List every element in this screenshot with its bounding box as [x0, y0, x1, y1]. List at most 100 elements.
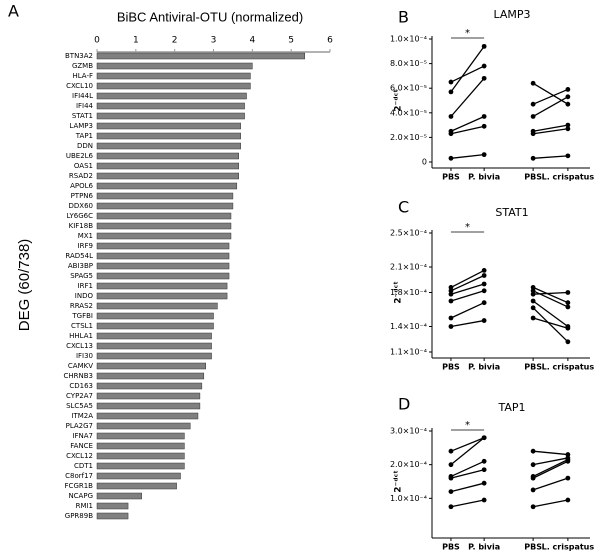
pair-line: [533, 155, 568, 159]
point: [481, 467, 487, 473]
point: [448, 285, 454, 290]
x-tick-label: 4: [249, 36, 255, 46]
bar: [96, 332, 212, 340]
x-tick-label: PBS: [524, 173, 542, 182]
category-label: KIF18B: [69, 222, 94, 230]
category-label: CD163: [69, 382, 93, 390]
pair-line: [532, 459, 569, 478]
pair-line: [450, 283, 485, 295]
category-label: CHRNB3: [63, 372, 93, 380]
y-tick-label: 2.1×10⁻⁴: [390, 263, 427, 272]
bar: [96, 382, 203, 390]
point: [530, 288, 536, 294]
point: [481, 152, 487, 158]
point: [481, 318, 487, 323]
x-tick-label: 2: [172, 36, 178, 46]
pair-line: [532, 96, 569, 118]
point: [530, 504, 536, 510]
point: [481, 458, 487, 464]
bar: [96, 112, 245, 120]
point: [530, 285, 536, 290]
bar: [96, 222, 232, 230]
category-label: INDO: [75, 292, 94, 300]
bar: [96, 392, 201, 400]
pair-line: [450, 77, 485, 117]
bar: [96, 152, 239, 160]
point: [530, 291, 536, 297]
point: [481, 123, 487, 129]
point: [530, 80, 536, 86]
point: [565, 475, 571, 481]
pair-line: [450, 269, 485, 288]
point: [448, 89, 454, 95]
point: [530, 114, 536, 119]
category-label: GZMB: [72, 62, 93, 70]
point: [448, 128, 454, 134]
category-label: TGFBI: [71, 312, 93, 320]
category-label: HLA-F: [72, 72, 93, 80]
pair-line: [532, 317, 569, 329]
bar: [96, 202, 234, 210]
point: [530, 474, 536, 479]
point: [565, 339, 571, 345]
x-tick-label: P. bivia: [468, 543, 500, 552]
category-label: CTSL1: [71, 322, 93, 330]
point: [481, 268, 487, 273]
bar: [96, 402, 201, 410]
point: [565, 497, 571, 503]
point: [565, 290, 571, 295]
point: [530, 487, 536, 493]
pair-line: [532, 88, 569, 105]
chart-title: TAP1: [497, 401, 525, 414]
category-label: RMI1: [76, 502, 93, 510]
pair-line: [533, 450, 568, 456]
chart-title: STAT1: [495, 206, 528, 219]
point: [565, 153, 571, 159]
x-tick-label: P. bivia: [468, 363, 500, 372]
y-tick-label: 2.5×10⁻⁴: [390, 229, 427, 238]
category-label: RSAD2: [69, 172, 93, 180]
point: [565, 87, 571, 92]
point: [481, 480, 487, 486]
y-axis-label: 2⁻ᵈᶜᵗ: [394, 281, 404, 304]
pair-line: [450, 437, 485, 452]
x-tick-label: L. crispatus: [542, 543, 595, 552]
point: [481, 75, 487, 81]
bar: [96, 242, 230, 250]
point: [530, 305, 536, 311]
bar: [96, 132, 241, 140]
pair-line: [532, 477, 569, 491]
category-label: IFI44: [76, 102, 94, 110]
bar: [96, 502, 129, 510]
pair-line: [450, 115, 485, 132]
category-label: GPR89B: [65, 512, 93, 520]
bar: [96, 232, 232, 240]
category-label: PTPN6: [71, 192, 94, 200]
point: [481, 281, 487, 287]
pair-line: [532, 457, 569, 466]
category-label: ITM2A: [71, 412, 93, 420]
point: [565, 122, 571, 128]
point: [530, 315, 536, 321]
category-label: C8orf17: [65, 472, 93, 480]
pair-line: [450, 319, 485, 328]
point: [448, 315, 454, 321]
pair-line: [450, 153, 485, 159]
point: [530, 155, 536, 161]
x-tick-label: L. crispatus: [542, 173, 595, 182]
category-label: PLA2G7: [66, 422, 93, 430]
category-label: MX1: [78, 232, 93, 240]
bar: [96, 62, 253, 70]
bar: [96, 452, 185, 460]
x-tick-label: 1: [133, 36, 139, 46]
category-label: RRAS2: [70, 302, 93, 310]
x-tick-label: 5: [288, 36, 294, 46]
pair-line: [532, 286, 569, 304]
pair-line: [533, 124, 568, 132]
pair-line: [532, 82, 569, 105]
pair-line: [532, 307, 569, 343]
point: [481, 497, 487, 503]
category-label: LY6G6C: [67, 212, 94, 220]
bar: [96, 442, 185, 450]
pair-line: [450, 290, 485, 302]
